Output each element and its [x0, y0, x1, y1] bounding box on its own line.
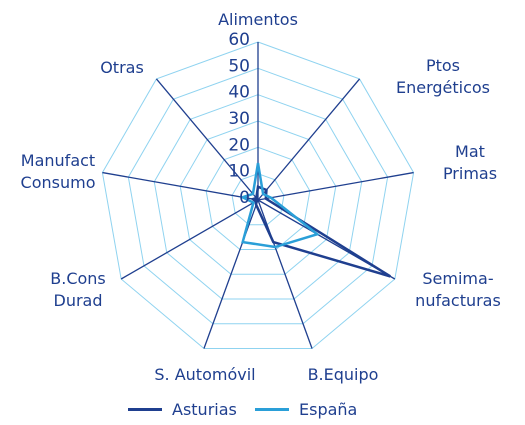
category-label: Manufact Consumo: [20, 151, 96, 192]
series-line: [239, 162, 320, 249]
category-label: Semima- nufacturas: [415, 269, 501, 310]
category-label: S. Automóvil: [154, 365, 256, 384]
axis-spoke: [257, 199, 313, 349]
axis-spoke: [155, 78, 259, 201]
legend-item: Asturias: [128, 400, 237, 419]
legend-swatch: [128, 408, 162, 411]
category-label: B.Equipo: [307, 365, 379, 384]
axis-spoke: [257, 171, 414, 201]
grid-ring: [101, 41, 415, 349]
axis-spoke: [102, 171, 259, 201]
y-tick-label: 50: [228, 56, 250, 76]
y-tick-label: 40: [228, 83, 250, 103]
grid-ring: [231, 173, 285, 226]
category-label: Mat Primas: [442, 142, 498, 183]
y-tick-label: 0: [239, 188, 250, 208]
grid-ring: [179, 120, 337, 275]
y-tick-label: 10: [228, 162, 250, 182]
y-tick-label: 20: [228, 135, 250, 155]
y-tick-label: 60: [228, 30, 250, 50]
axis-spoke: [203, 199, 259, 349]
legend-item: España: [255, 400, 357, 419]
axis-spoke: [120, 199, 259, 280]
grid-ring: [153, 94, 363, 300]
legend-label: España: [299, 400, 358, 419]
category-label: Alimentos: [218, 10, 298, 29]
y-tick-label: 30: [228, 109, 250, 129]
category-label: B.Cons Durad: [50, 269, 106, 310]
category-label: Otras: [100, 58, 144, 77]
category-label: Ptos Energéticos: [395, 56, 491, 97]
axis-spoke: [257, 78, 361, 201]
legend-label: Asturias: [172, 400, 237, 419]
legend-swatch: [255, 408, 289, 411]
grid-ring: [205, 146, 311, 250]
grid-ring: [127, 67, 389, 325]
